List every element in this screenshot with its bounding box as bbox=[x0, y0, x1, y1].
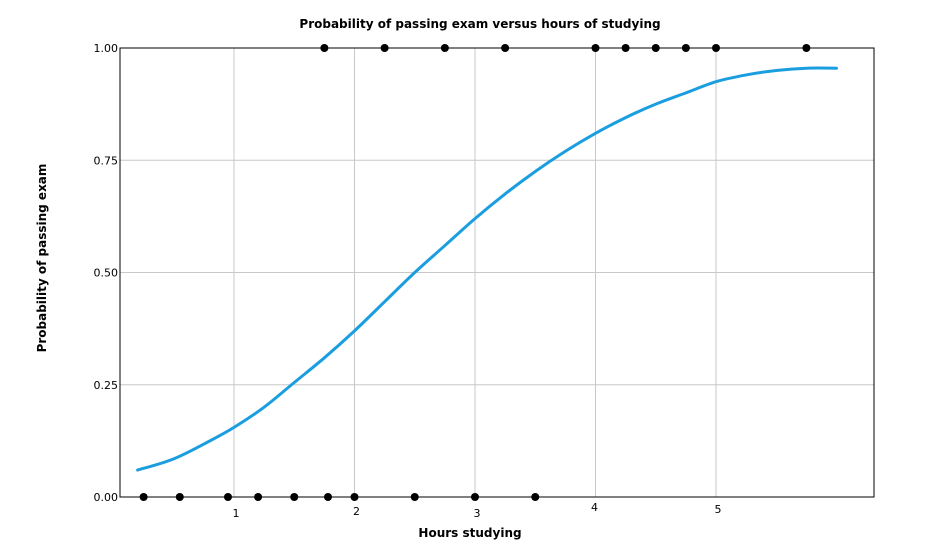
x-tick-label: 2 bbox=[353, 505, 360, 518]
data-point bbox=[290, 493, 299, 501]
x-axis-ticks: 1 2 3 4 5 bbox=[233, 501, 722, 520]
data-point bbox=[254, 493, 263, 501]
y-tick-label: 0.50 bbox=[94, 267, 119, 280]
data-point bbox=[380, 44, 389, 52]
data-point bbox=[175, 493, 184, 501]
data-point bbox=[350, 493, 359, 501]
data-point bbox=[621, 44, 630, 52]
x-tick-label: 4 bbox=[591, 501, 598, 514]
x-tick-label: 3 bbox=[474, 507, 481, 520]
data-point bbox=[501, 44, 510, 52]
data-point bbox=[712, 44, 720, 52]
data-point bbox=[410, 493, 419, 501]
x-axis-title: Hours studying bbox=[418, 526, 521, 540]
data-point bbox=[223, 493, 232, 501]
y-tick-label: 1.00 bbox=[94, 42, 119, 55]
plot-frame bbox=[119, 47, 875, 498]
data-point bbox=[651, 44, 660, 52]
data-point bbox=[531, 493, 540, 501]
x-tick-label: 1 bbox=[233, 507, 240, 520]
y-tick-label: 0.75 bbox=[94, 154, 119, 167]
y-tick-label: 0.00 bbox=[94, 491, 119, 504]
data-points bbox=[139, 44, 811, 501]
data-point bbox=[802, 44, 811, 52]
data-point bbox=[139, 493, 148, 501]
data-point bbox=[681, 44, 690, 52]
data-point bbox=[323, 493, 332, 501]
data-point bbox=[591, 44, 600, 52]
data-point bbox=[471, 493, 479, 501]
data-point bbox=[440, 44, 449, 52]
data-point bbox=[320, 44, 329, 52]
y-tick-label: 0.25 bbox=[94, 379, 119, 392]
y-axis-ticks: 0.00 0.25 0.50 0.75 1.00 bbox=[94, 42, 119, 504]
chart-title: Probability of passing exam versus hours… bbox=[299, 17, 660, 31]
y-axis-title: Probability of passing exam bbox=[35, 164, 49, 353]
logistic-curve bbox=[136, 66, 838, 472]
x-tick-label: 5 bbox=[715, 503, 722, 516]
